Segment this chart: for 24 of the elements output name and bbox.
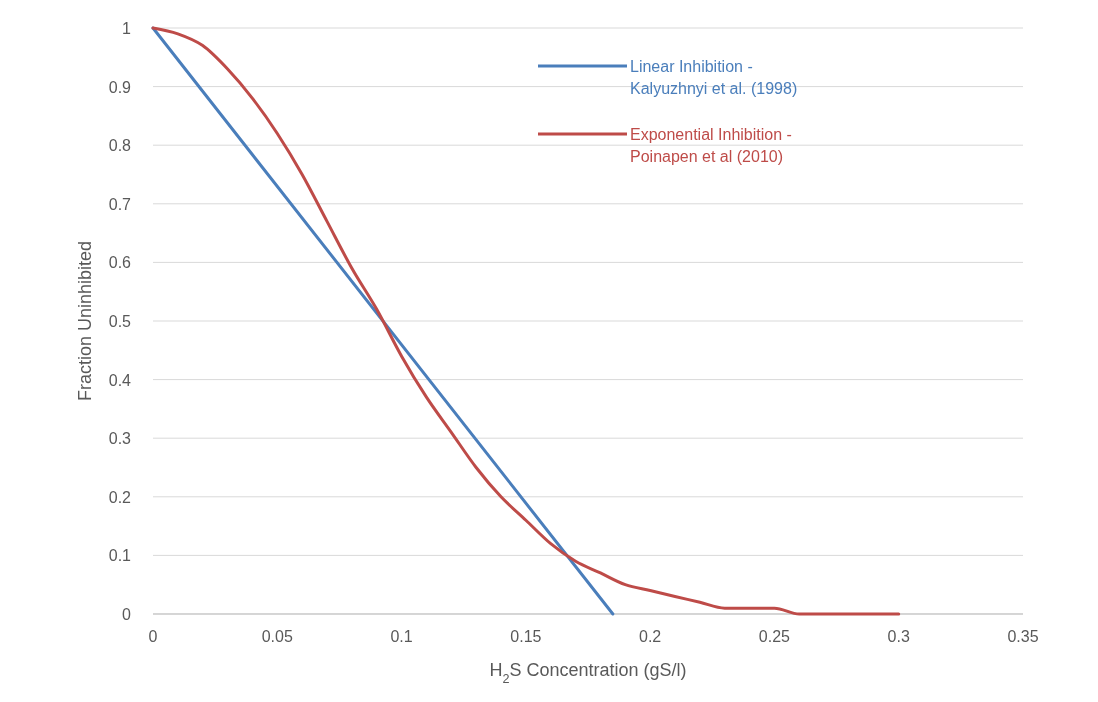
x-tick-label: 0 (148, 628, 158, 645)
text: Linear Inhibition - Kalyuzhnyi et al. (1998) (630, 58, 798, 97)
line-series (151, 26, 901, 616)
y-tick-label: 0 (122, 606, 132, 623)
x-tick-label: 0.35 (1007, 628, 1039, 645)
y-tick-label: 0.2 (108, 488, 132, 506)
y-tick-label: 0.7 (108, 195, 132, 213)
y-axis-title: Fraction Uninhibited (75, 240, 95, 402)
y-tick-label: 0.9 (108, 78, 132, 96)
y-tick-label: 1 (122, 20, 132, 37)
x-tick-label: 0.05 (261, 628, 293, 645)
x-tick-label: 0.3 (887, 628, 910, 645)
text: Exponential Inhibition - Poinapen et al (2010) (630, 126, 792, 165)
x-tick-label: 0.25 (758, 628, 791, 645)
x-tick-label: 0.15 (510, 628, 542, 645)
y-tick-label: 0.6 (108, 254, 132, 272)
x-tick-label: 0.1 (390, 628, 413, 645)
y-tick-label: 0.8 (108, 137, 132, 155)
y-tick-label: 0.1 (108, 547, 132, 565)
y-tick-label: 0.4 (108, 371, 132, 389)
y-tick-label: 0.3 (108, 430, 132, 448)
y-tick-label: 0.5 (108, 313, 132, 330)
x-tick-label: 0.2 (639, 628, 662, 645)
x-axis-title: H$_{2}$S Concentration (gS/l) (489, 660, 687, 686)
